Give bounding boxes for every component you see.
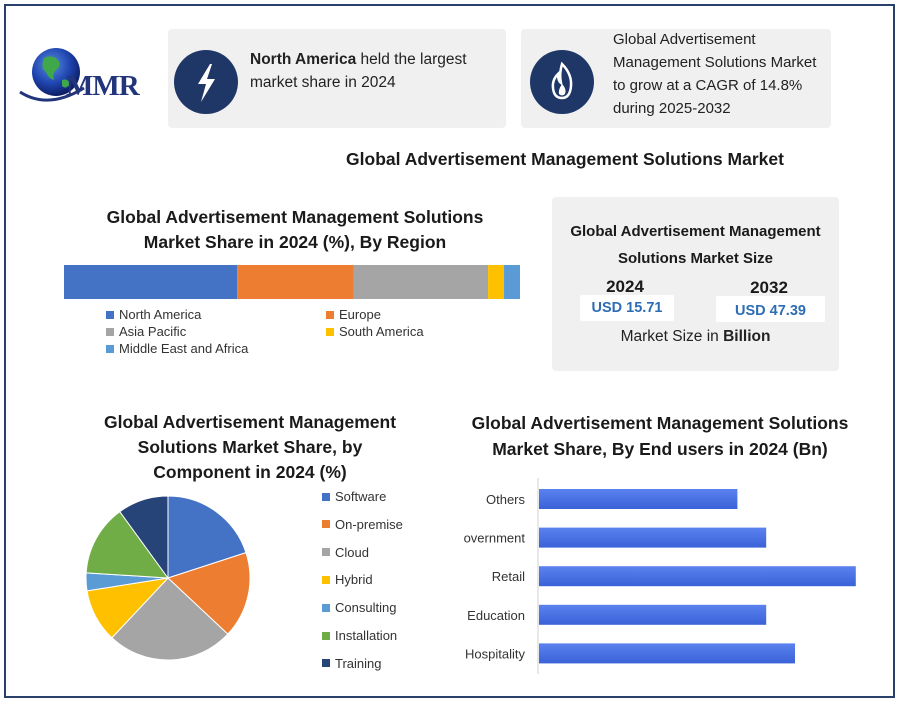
enduser-title-line-1: Global Advertisement Management Solution…	[471, 413, 849, 433]
legend-label: Consulting	[335, 600, 397, 616]
region-legend-north-america: North America	[106, 307, 201, 322]
region-segment-europe	[237, 265, 354, 299]
legend-label: Asia Pacific	[119, 324, 187, 339]
component-legend-on-premise: On-premise	[322, 517, 403, 532]
enduser-label-others: Others	[486, 492, 526, 507]
page-title: Global Advertisement Management Solution…	[346, 149, 784, 169]
region-segment-south-america	[488, 265, 505, 299]
legend-label: North America	[119, 307, 202, 322]
highlight-text-cagr: Global Advertisement Management Solution…	[613, 28, 833, 120]
legend-swatch	[326, 310, 334, 319]
region-legend-europe: Europe	[326, 307, 381, 322]
cagr-line-2: Management Solutions Market	[613, 54, 817, 71]
market-size-panel	[552, 197, 839, 371]
region-title-line-1: Global Advertisement Management Solution…	[106, 207, 484, 227]
legend-swatch	[322, 631, 330, 640]
size-title-line-2: Solutions Market Size	[617, 250, 774, 267]
enduser-label-hospitality: Hospitality	[465, 646, 525, 661]
globe-icon	[19, 48, 85, 102]
size-value-2032: USD 47.39	[716, 296, 825, 322]
legend-label: Installation	[335, 628, 398, 643]
region-stacked-bar	[64, 265, 520, 299]
legend-label: South America	[339, 324, 424, 339]
enduser-chart-title: Global Advertisement Management Solution…	[450, 410, 870, 462]
pie-slice-software	[167, 495, 247, 579]
size-note-prefix: Market Size in	[620, 328, 724, 345]
component-legend-software: Software	[322, 489, 386, 504]
region-chart-title: Global Advertisement Management Solution…	[60, 205, 530, 255]
component-legend-hybrid: Hybrid	[322, 572, 373, 587]
legend-swatch	[322, 659, 330, 668]
pie-slice-cloud	[111, 577, 229, 661]
size-year-2024: 2024	[606, 277, 644, 296]
region-legend-asia-pacific: Asia Pacific	[106, 324, 186, 339]
flame-icon	[551, 61, 573, 100]
cagr-line-3: to grow at a CAGR of 14.8%	[613, 77, 803, 94]
enduser-label-overnment: overnment	[464, 531, 526, 546]
enduser-bar-overnment	[539, 527, 767, 548]
size-value-2024: USD 15.71	[580, 295, 674, 321]
enduser-bar-education	[539, 604, 767, 625]
region-segment-middle-east-and-africa	[504, 265, 520, 299]
legend-swatch	[106, 344, 114, 353]
component-legend-cloud: Cloud	[322, 545, 369, 560]
region-legend-south-america: South America	[326, 324, 424, 339]
component-legend-installation: Installation	[322, 628, 397, 643]
legend-label: Training	[335, 655, 382, 671]
legend-swatch	[322, 575, 330, 584]
flame-icon-badge	[530, 50, 594, 114]
lightning-icon-badge	[174, 50, 238, 114]
enduser-bar-chart: Others overnment Retail Education Hospitalit…	[464, 478, 856, 674]
legend-swatch	[106, 327, 114, 336]
component-chart-title: Global Advertisement Management Solution…	[60, 410, 440, 485]
region-title-line-2: Market Share in 2024 (%), By Region	[143, 232, 447, 252]
legend-swatch	[106, 310, 114, 319]
size-year-2032: 2032	[750, 278, 788, 297]
region-segment-north-america	[64, 265, 238, 299]
legend-swatch	[322, 492, 330, 501]
component-legend-training: Training	[322, 656, 381, 671]
legend-label: Hybrid	[335, 572, 373, 588]
enduser-title-line-2: Market Share, By End users in 2024 (Bn)	[492, 439, 828, 459]
legend-label: Cloud	[335, 544, 369, 560]
size-note: Market Size in Billion	[552, 328, 839, 346]
legend-label: Europe	[339, 307, 381, 322]
component-pie	[85, 495, 251, 661]
legend-swatch	[322, 603, 330, 612]
enduser-bar-hospitality	[539, 643, 795, 664]
logo-text: MMR	[66, 70, 140, 102]
highlight-text-north-america: North America held the largest market sh…	[250, 48, 500, 94]
lightning-icon	[198, 64, 215, 102]
frame	[4, 4, 895, 698]
legend-label: Middle East and Africa	[119, 341, 249, 356]
legend-swatch	[326, 327, 334, 336]
legend-swatch	[322, 548, 330, 557]
component-legend-consulting: Consulting	[322, 600, 396, 615]
region-segment-asia-pacific	[353, 265, 489, 299]
enduser-bar-others	[539, 489, 738, 509]
pie-slice-on-premise	[167, 552, 251, 635]
pie-slice-training	[119, 495, 169, 580]
component-title-line-1: Global Advertisement Management	[103, 412, 397, 432]
legend-swatch	[322, 520, 330, 529]
pie-slice-installation	[85, 510, 170, 579]
component-title-line-2: Solutions Market Share, by	[137, 437, 363, 457]
size-title-line-1: Global Advertisement Management	[570, 223, 821, 240]
enduser-bar-retail	[539, 566, 856, 587]
component-title-line-3: Component in 2024 (%)	[153, 462, 347, 482]
cagr-line-4: during 2025-2032	[613, 100, 731, 117]
size-note-bold: Billion	[723, 328, 771, 345]
highlight-rest-2: market share in 2024	[250, 74, 396, 91]
region-legend-middle-east-and-africa: Middle East and Africa	[106, 341, 248, 356]
legend-label: Software	[335, 489, 387, 504]
highlight-bold: North America	[250, 51, 357, 68]
enduser-label-education: Education	[467, 608, 525, 623]
legend-label: On-premise	[335, 516, 403, 532]
enduser-label-retail: Retail	[492, 569, 525, 584]
highlight-rest-1: held the largest	[356, 51, 467, 68]
cagr-line-1: Global Advertisement	[613, 31, 756, 48]
market-size-title: Global Advertisement Management Solution…	[552, 218, 839, 272]
